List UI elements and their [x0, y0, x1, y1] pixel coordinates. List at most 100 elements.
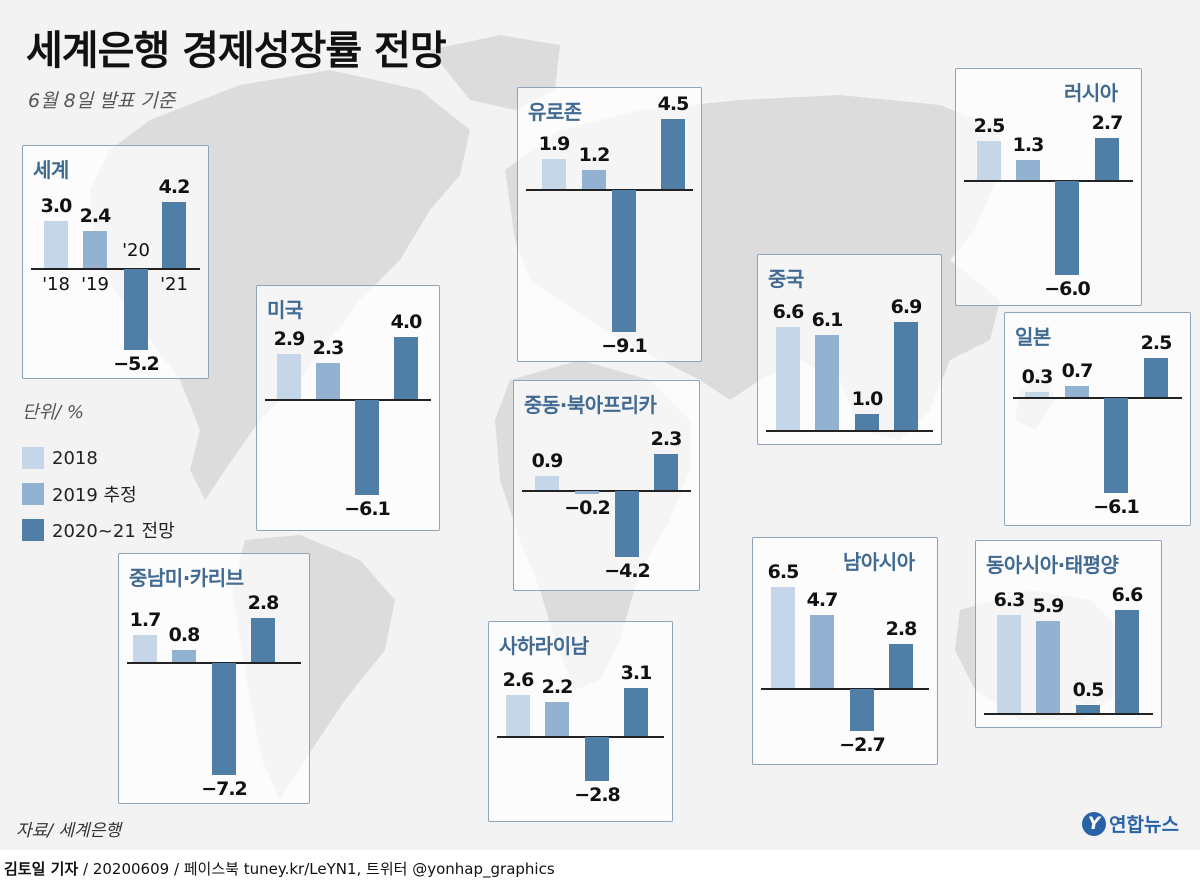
- panel-title-russia: 러시아: [1064, 81, 1118, 105]
- value-label: −4.2: [604, 559, 651, 582]
- bar-2019: [1036, 620, 1060, 713]
- value-label: 2.8: [885, 618, 918, 641]
- source-note: 자료/ 세계은행: [16, 821, 121, 841]
- year-label: '21: [160, 274, 188, 295]
- bar-2019: [316, 363, 340, 399]
- value-label: 2.4: [79, 204, 112, 227]
- bar-2020: [585, 737, 609, 781]
- value-label: 6.5: [767, 560, 800, 583]
- bar-2018: [776, 327, 800, 430]
- bar-2019: [1065, 386, 1089, 397]
- value-label: 2.2: [541, 675, 574, 698]
- panel-title-mena: 중동·북아프리카: [524, 393, 657, 417]
- bar-2019: [582, 170, 606, 189]
- value-label: 1.0: [851, 388, 884, 411]
- bar-2019: [815, 334, 839, 430]
- bar-2020: [212, 663, 236, 776]
- value-label: 0.7: [1061, 360, 1094, 383]
- zero-baseline: [127, 662, 301, 664]
- value-label: 6.6: [1111, 584, 1144, 607]
- value-label: −2.8: [574, 783, 621, 806]
- value-label: 2.3: [650, 428, 683, 451]
- panel-china: 중국 6.6 6.1 1.0 6.9: [757, 254, 942, 445]
- bar-2020: [1104, 398, 1128, 494]
- bar-2018: [977, 141, 1001, 180]
- value-label: 4.7: [806, 588, 839, 611]
- panel-japan: 일본 0.3 0.7 −6.1 2.5: [1004, 312, 1191, 526]
- bar-2021: [624, 687, 648, 736]
- legend-item-2020-21: 2020~21 전망: [22, 518, 175, 542]
- value-label: −0.2: [564, 497, 611, 520]
- bar-2019: [575, 491, 599, 495]
- bar-18: [44, 221, 68, 268]
- bar-2021: [251, 618, 275, 662]
- value-label: 2.8: [247, 592, 280, 615]
- bar-2021: [394, 336, 418, 399]
- panel-title-south-asia: 남아시아: [843, 550, 915, 574]
- page-title: 세계은행 경제성장률 전망: [26, 28, 447, 74]
- value-label: 6.9: [890, 296, 923, 319]
- value-label: 2.7: [1091, 111, 1124, 134]
- zero-baseline: [522, 490, 691, 492]
- value-label: 6.6: [772, 301, 805, 324]
- panel-title-eurozone: 유로존: [528, 100, 582, 124]
- value-label: −6.0: [1044, 277, 1091, 300]
- zero-baseline: [526, 189, 693, 191]
- legend-item-2018: 2018: [22, 446, 175, 470]
- bar-2019: [1016, 159, 1040, 180]
- bar-20: [124, 269, 148, 351]
- year-label: '18: [42, 274, 70, 295]
- panel-title-latam: 중남미·카리브: [129, 566, 244, 590]
- legend-label-2018: 2018: [52, 447, 98, 469]
- footer-author: 김토일 기자: [4, 860, 79, 878]
- footer-credit: 김토일 기자 / 20200609 / 페이스북 tuney.kr/LeYN1,…: [4, 858, 555, 879]
- panel-title-usa: 미국: [267, 298, 303, 322]
- value-label: −6.1: [1093, 496, 1140, 519]
- value-label: 6.1: [811, 308, 844, 331]
- zero-baseline: [761, 688, 929, 690]
- bar-2019: [810, 614, 834, 688]
- value-label: 0.5: [1072, 679, 1105, 702]
- legend-swatch-2020-21: [22, 519, 44, 541]
- bar-2021: [1095, 137, 1119, 180]
- value-label: −9.1: [601, 334, 648, 357]
- value-label: 3.0: [40, 195, 73, 218]
- value-label: 1.9: [538, 133, 571, 156]
- legend-swatch-2019: [22, 483, 44, 505]
- panel-title-japan: 일본: [1015, 325, 1051, 349]
- value-label: 6.3: [993, 588, 1026, 611]
- value-label: 2.5: [973, 115, 1006, 137]
- panel-east-asia: 동아시아·태평양 6.3 5.9 0.5 6.6: [975, 540, 1162, 728]
- panel-latam: 중남미·카리브 1.7 0.8 −7.2 2.8: [118, 553, 310, 804]
- bar-2021: [1144, 358, 1168, 397]
- bar-2018: [542, 159, 566, 189]
- yonhap-logo: Y 연합뉴스: [1082, 810, 1179, 837]
- value-label: −5.2: [113, 353, 160, 376]
- panel-title-ssa: 사하라이남: [499, 634, 589, 658]
- panel-russia: 러시아 2.5 1.3 −6.0 2.7: [955, 68, 1142, 306]
- zero-baseline: [766, 430, 933, 432]
- bar-2021: [654, 454, 678, 490]
- yonhap-logo-icon: Y: [1082, 811, 1106, 836]
- value-label: 2.6: [502, 669, 535, 692]
- legend-label-2019: 2019 추정: [52, 485, 137, 506]
- bar-2018: [1025, 392, 1049, 397]
- bar-2018: [277, 353, 301, 399]
- bar-19: [83, 230, 107, 268]
- value-label: 0.8: [168, 623, 201, 646]
- zero-baseline: [265, 399, 431, 401]
- value-label: 0.3: [1021, 366, 1054, 389]
- value-label: 1.7: [129, 609, 162, 632]
- value-label: 4.0: [390, 310, 423, 333]
- page-subtitle: 6월 8일 발표 기준: [28, 90, 176, 112]
- yonhap-logo-text: 연합뉴스: [1109, 814, 1179, 836]
- panel-south-asia: 남아시아 6.5 4.7 −2.7 2.8: [752, 537, 938, 765]
- value-label: 2.3: [312, 337, 345, 360]
- bar-2021: [661, 118, 685, 189]
- bar-2018: [133, 635, 157, 662]
- bar-2020: [1055, 181, 1079, 275]
- legend-unit-label: 단위/ %: [22, 402, 85, 423]
- zero-baseline: [964, 180, 1133, 182]
- panel-world: 세계 3.0 '18 2.4 '19 −5.2 '20 4.2 '21: [22, 145, 209, 379]
- year-label: '19: [81, 274, 109, 295]
